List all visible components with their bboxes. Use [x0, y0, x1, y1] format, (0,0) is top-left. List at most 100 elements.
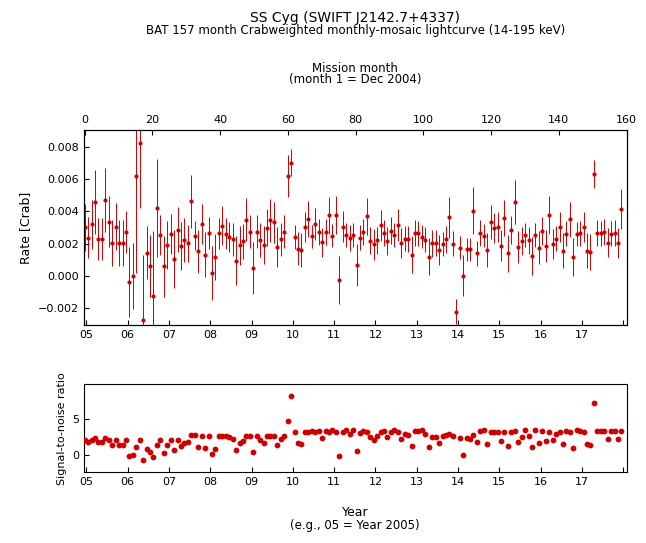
Point	[317, 434, 328, 443]
Point	[307, 426, 317, 435]
Point	[379, 427, 389, 435]
Point	[351, 446, 362, 455]
Point	[93, 438, 103, 447]
Point	[437, 432, 448, 440]
Point	[241, 432, 251, 440]
Point	[141, 444, 152, 453]
Point	[424, 443, 434, 451]
Point	[100, 434, 110, 443]
Point	[616, 427, 627, 436]
Text: BAT 157 month Crabweighted monthly-mosaic lightcurve (14-195 keV): BAT 157 month Crabweighted monthly-mosai…	[146, 24, 565, 37]
Y-axis label: Signal-to-noise ratio: Signal-to-noise ratio	[57, 372, 67, 484]
Point	[248, 448, 258, 457]
Point	[375, 428, 386, 437]
Point	[372, 432, 382, 441]
Point	[541, 437, 551, 445]
Point	[269, 432, 279, 440]
Point	[406, 442, 417, 451]
Point	[520, 426, 530, 434]
Point	[172, 436, 183, 445]
Point	[110, 435, 121, 444]
Point	[338, 428, 348, 437]
Point	[523, 432, 534, 441]
Point	[282, 416, 293, 425]
Point	[479, 426, 489, 434]
Point	[575, 426, 585, 435]
Point	[131, 443, 141, 452]
Point	[97, 438, 107, 447]
Point	[389, 426, 399, 434]
Point	[530, 426, 541, 434]
Point	[83, 437, 93, 446]
Point	[266, 432, 276, 440]
Point	[258, 439, 269, 447]
Point	[155, 435, 165, 444]
Point	[231, 446, 241, 454]
Point	[293, 439, 303, 447]
Point	[568, 444, 578, 452]
Point	[396, 434, 406, 443]
Point	[393, 428, 403, 437]
Point	[121, 436, 131, 445]
Point	[544, 427, 554, 436]
Point	[217, 432, 227, 441]
Point	[475, 427, 486, 435]
Point	[486, 428, 496, 437]
Point	[499, 428, 510, 437]
Point	[344, 430, 355, 438]
Point	[165, 436, 176, 445]
Point	[551, 430, 561, 439]
Point	[310, 428, 320, 437]
Point	[410, 427, 420, 435]
Point	[134, 436, 145, 445]
Point	[572, 426, 582, 435]
Point	[334, 451, 344, 460]
Point	[220, 431, 231, 440]
Point	[430, 433, 441, 441]
Point	[557, 440, 568, 449]
Point	[365, 432, 375, 441]
Point	[180, 439, 190, 447]
Point	[176, 441, 186, 450]
Point	[589, 399, 599, 407]
Point	[513, 438, 523, 446]
Point	[128, 450, 138, 459]
Point	[434, 438, 444, 447]
Point	[448, 432, 458, 440]
Point	[210, 445, 220, 453]
Point	[124, 452, 134, 460]
Point	[420, 430, 430, 438]
Point	[599, 427, 609, 435]
Point	[245, 432, 255, 440]
Point	[169, 446, 180, 455]
Text: Year: Year	[342, 506, 369, 519]
Y-axis label: Rate [Crab]: Rate [Crab]	[19, 191, 32, 264]
Point	[565, 428, 575, 437]
Point	[262, 432, 272, 440]
Point	[200, 444, 210, 452]
Point	[382, 432, 393, 441]
Point	[255, 435, 266, 444]
Point	[87, 435, 97, 444]
Point	[279, 432, 289, 440]
Point	[585, 441, 596, 450]
Point	[118, 440, 128, 449]
Point	[79, 435, 90, 444]
Point	[159, 448, 169, 457]
Point	[300, 428, 310, 437]
Point	[537, 427, 547, 435]
Point	[355, 428, 365, 437]
Point	[386, 427, 396, 436]
Point	[227, 434, 238, 443]
Point	[527, 443, 537, 452]
Point	[145, 448, 155, 457]
Text: SS Cyg (SWIFT J2142.7+4337): SS Cyg (SWIFT J2142.7+4337)	[250, 11, 461, 25]
Point	[510, 427, 520, 435]
Point	[417, 426, 427, 434]
Point	[193, 443, 203, 451]
Point	[328, 426, 338, 434]
Point	[503, 441, 513, 450]
Point	[183, 438, 193, 446]
Point	[413, 426, 424, 435]
Point	[289, 428, 300, 437]
